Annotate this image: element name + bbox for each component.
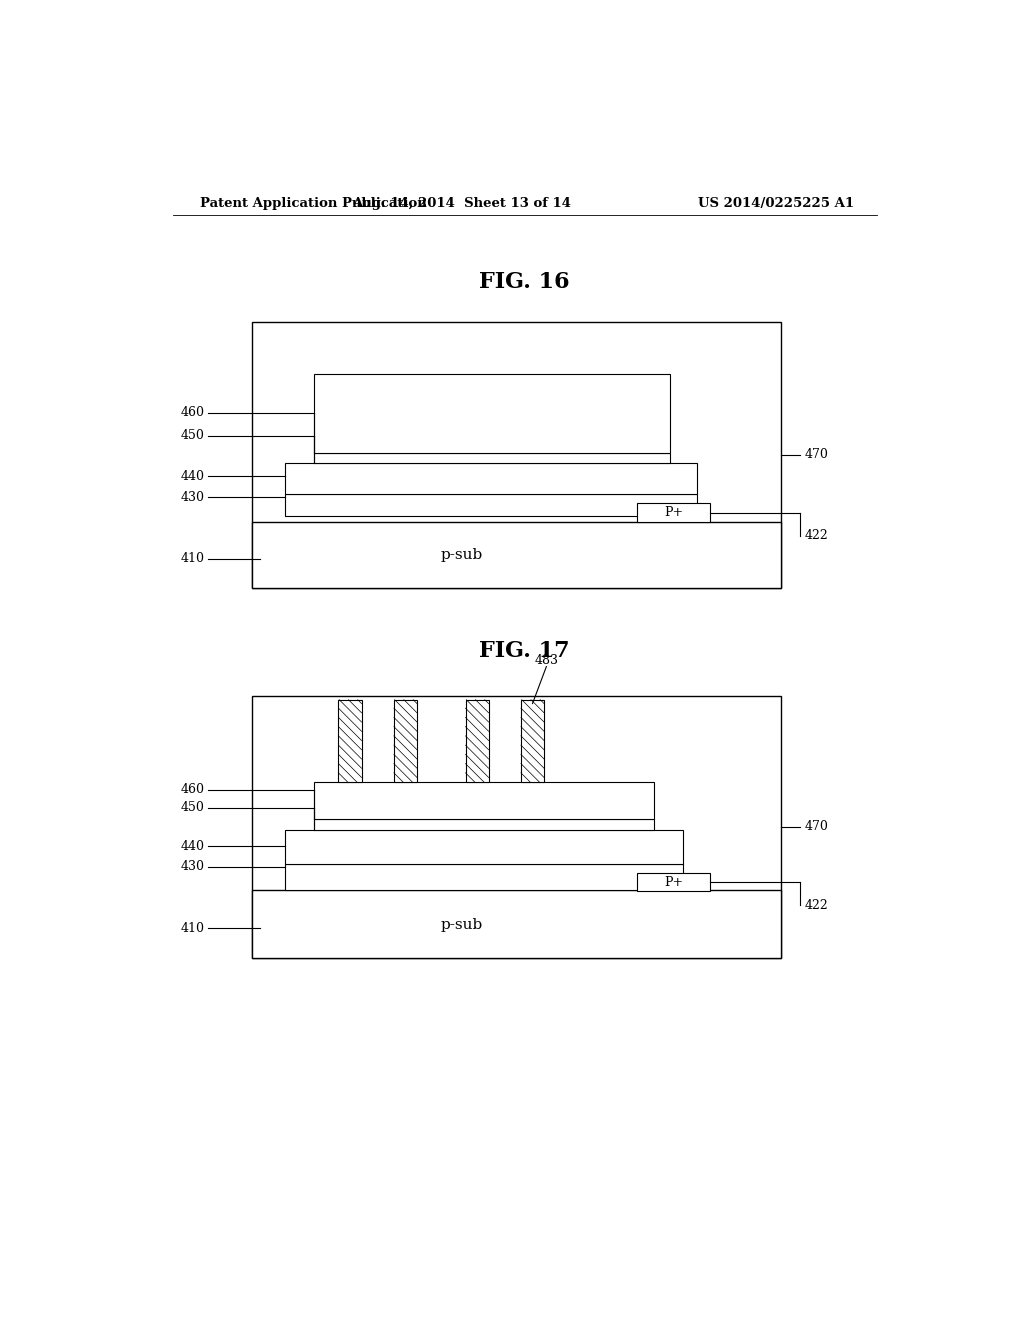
Bar xyxy=(285,462,696,494)
Text: 450: 450 xyxy=(180,429,205,442)
Text: 422: 422 xyxy=(805,899,828,912)
Bar xyxy=(285,494,696,516)
Text: US 2014/0225225 A1: US 2014/0225225 A1 xyxy=(698,197,854,210)
Bar xyxy=(252,521,781,589)
Bar xyxy=(521,700,544,781)
Text: 470: 470 xyxy=(805,820,829,833)
Text: Patent Application Publication: Patent Application Publication xyxy=(200,197,427,210)
Text: P+: P+ xyxy=(664,506,683,519)
Text: p-sub: p-sub xyxy=(440,548,482,562)
Text: 422: 422 xyxy=(805,529,828,543)
Text: 410: 410 xyxy=(180,921,205,935)
Bar xyxy=(466,700,488,781)
Text: 440: 440 xyxy=(180,840,205,853)
Text: Aug. 14, 2014  Sheet 13 of 14: Aug. 14, 2014 Sheet 13 of 14 xyxy=(352,197,571,210)
Bar xyxy=(313,781,654,818)
Bar xyxy=(394,700,417,781)
Text: 460: 460 xyxy=(180,407,205,418)
Text: 450: 450 xyxy=(180,801,205,814)
Bar xyxy=(339,700,361,781)
Text: 470: 470 xyxy=(805,449,829,462)
Text: 430: 430 xyxy=(180,491,205,504)
Text: 483: 483 xyxy=(535,653,558,667)
Text: p-sub: p-sub xyxy=(440,917,482,932)
Text: 410: 410 xyxy=(180,552,205,565)
Bar xyxy=(252,322,781,589)
Bar xyxy=(313,453,670,462)
Bar xyxy=(285,863,683,890)
Text: FIG. 17: FIG. 17 xyxy=(479,640,570,663)
Text: 460: 460 xyxy=(180,783,205,796)
Bar xyxy=(313,818,654,830)
Text: 440: 440 xyxy=(180,470,205,483)
Text: P+: P+ xyxy=(664,875,683,888)
Bar xyxy=(637,503,710,521)
Text: 430: 430 xyxy=(180,861,205,874)
Bar xyxy=(313,374,670,453)
Bar xyxy=(637,873,710,891)
Text: FIG. 16: FIG. 16 xyxy=(479,271,570,293)
Bar xyxy=(252,696,781,958)
Bar xyxy=(252,890,781,958)
Bar xyxy=(285,830,683,863)
